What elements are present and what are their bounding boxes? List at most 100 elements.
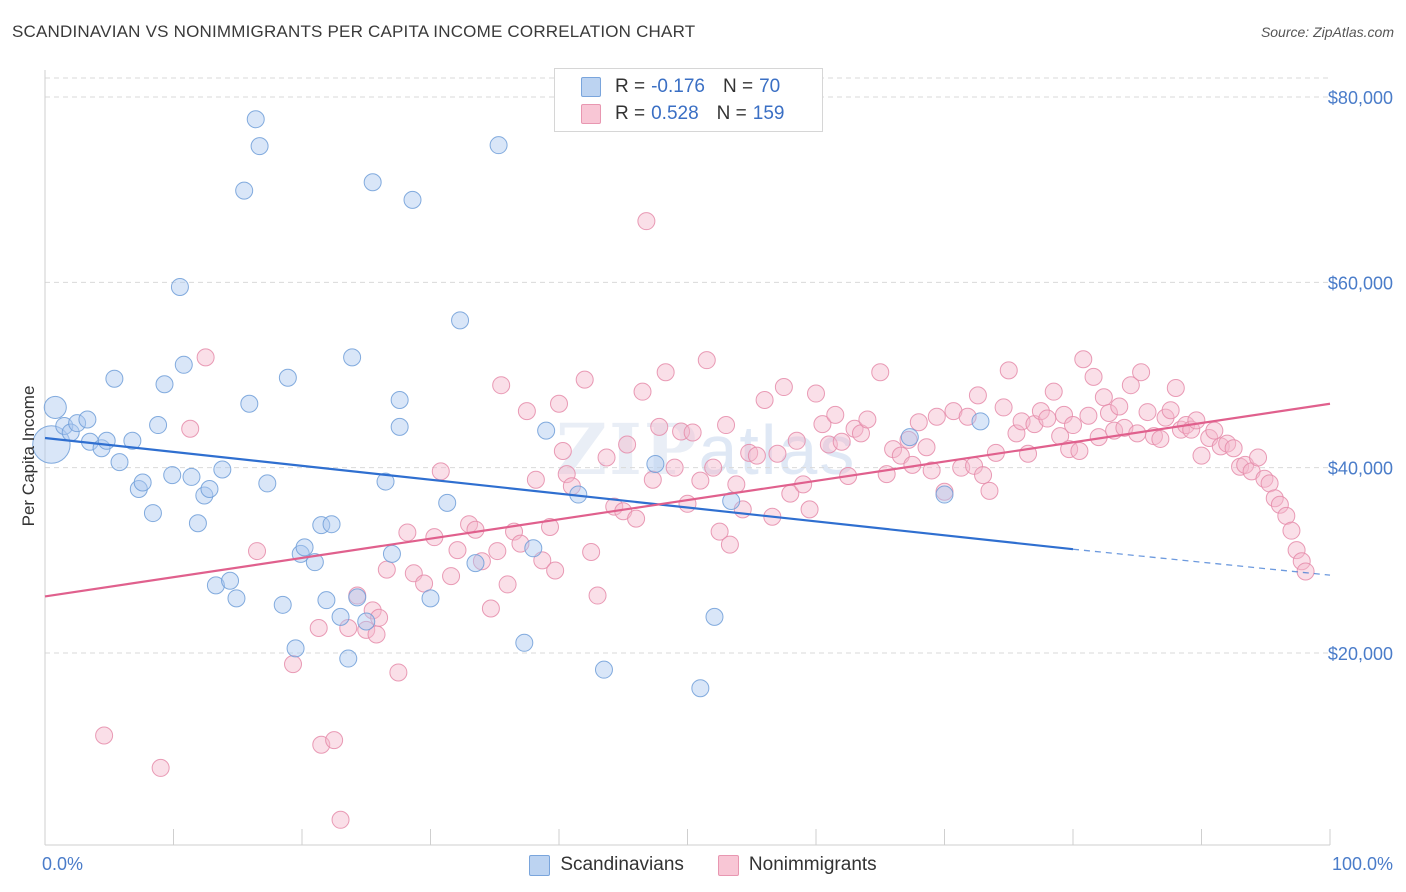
series-legend-nonimmigrants[interactable]: Nonimmigrants (717, 854, 877, 876)
nonimmigrant-point (922, 461, 941, 480)
nonimmigrant-point (787, 431, 806, 450)
nonimmigrant-point (331, 810, 350, 829)
nonimmigrant-point (588, 586, 607, 605)
scandinavian-point (32, 425, 71, 464)
nonimmigrant-point (1055, 405, 1074, 424)
legend-n-value: 159 (752, 103, 785, 124)
nonimmigrant-point (1138, 403, 1157, 422)
nonimmigrant-point (727, 475, 746, 494)
nonimmigrant-point (974, 466, 993, 485)
nonimmigrant-point (1287, 541, 1306, 560)
nonimmigrant-point (1296, 562, 1315, 581)
scandinavian-point (182, 467, 201, 486)
scandinavian-point (376, 472, 395, 491)
nonimmigrant-point (917, 438, 936, 457)
scandinavian-point (78, 410, 97, 429)
nonimmigrant-point (1007, 424, 1026, 443)
scandinavian-point (691, 679, 710, 698)
y-tick-label: $80,000 (1328, 88, 1393, 108)
nonimmigrant-point (1094, 388, 1113, 407)
scandinavian-point (466, 554, 485, 573)
series-label-scandinavians: Scandinavians (560, 854, 684, 875)
nonimmigrant-point (448, 541, 467, 560)
nonimmigrant-point (398, 523, 417, 542)
nonimmigrant-point (826, 405, 845, 424)
scandinavian-point (357, 612, 376, 631)
scandinavian-point (305, 553, 324, 572)
scandinavian-point (200, 479, 219, 498)
nonimmigrant-point (309, 618, 328, 637)
nonimmigrant-point (1205, 421, 1224, 440)
trend-layer (44, 402, 1331, 598)
nonimmigrant-point (768, 444, 787, 463)
nonimmigrant-point (691, 471, 710, 490)
nonimmigrant-point (1151, 429, 1170, 448)
scandinavian-point (900, 428, 919, 447)
nonimmigrant-point (618, 435, 637, 454)
scandinavian-point (339, 649, 358, 668)
nonimmigrant-point (1121, 376, 1140, 395)
nonimmigrant-point (550, 394, 568, 413)
legend-swatch-nonimmigrants (581, 104, 601, 124)
series-legend-scandinavians[interactable]: Scandinavians (529, 854, 684, 876)
series-legend: Scandinavians Nonimmigrants (0, 851, 1406, 879)
nonimmigrant-point (597, 448, 616, 467)
nonimmigrant-point (95, 726, 114, 745)
scandinavian-point (451, 311, 470, 330)
scandinavian-point (317, 591, 336, 610)
nonimmigrant-point (1079, 406, 1098, 425)
nonimmigrant-point (1187, 411, 1206, 430)
nonimmigrant-point (858, 410, 877, 429)
nonimmigrant-point (582, 542, 601, 561)
nonimmigrant-point (488, 542, 507, 561)
scandinavian-point (489, 136, 508, 155)
scandinavian-point (155, 375, 174, 394)
scandinavian-point (170, 277, 189, 296)
nonimmigrant-point (643, 470, 662, 489)
y-tick-label: $60,000 (1328, 273, 1393, 293)
nonimmigrant-point (196, 348, 215, 367)
series-swatch-scandinavians (529, 854, 551, 876)
nonimmigrant-point (1070, 441, 1089, 460)
nonimmigrant-point (994, 398, 1013, 417)
nonimmigrant-point (325, 731, 344, 750)
scandinavian-point (110, 453, 129, 472)
correlation-legend: R = -0.176 N = 70 R = 0.528 N = 159 (554, 68, 823, 132)
legend-n-label: N = (722, 76, 754, 97)
nonimmigrant-point (755, 391, 774, 410)
nonimmigrant-point (774, 378, 793, 397)
nonimmigrant-point (546, 561, 565, 580)
nonimmigrant-point (1166, 378, 1185, 397)
nonimmigrant-point (248, 542, 267, 561)
scandinavian-point (273, 595, 292, 614)
nonimmigrant-point (927, 407, 946, 426)
y-axis-title: Per Capita Income (19, 386, 38, 527)
scandinavian-point (235, 181, 254, 200)
nonimmigrant-point (1074, 350, 1093, 369)
nonimmigrant-point (1110, 397, 1129, 416)
axis-layer (44, 70, 1331, 846)
scandinavian-point (221, 571, 240, 590)
scandinavian-point (594, 660, 613, 679)
scandinavian-point (240, 394, 259, 413)
scandinavian-point (421, 589, 440, 608)
nonimmigrant-point (1218, 434, 1237, 453)
nonimmigrant-point (389, 663, 408, 682)
nonimmigrant-point (747, 446, 766, 465)
scandinavian-point (935, 485, 954, 504)
scandinavian-point (705, 607, 724, 626)
nonimmigrant-point (1044, 382, 1063, 401)
nonimmigrant-point (1132, 363, 1151, 382)
nonimmigrant-point (481, 599, 500, 618)
scandinavian-point (227, 589, 246, 608)
nonimmigrant-point (678, 494, 697, 513)
nonimmigrant-point (575, 370, 594, 389)
scandinavian-point (390, 417, 409, 436)
scandinavian-point (246, 110, 265, 129)
nonimmigrant-point (284, 655, 303, 674)
scandinavian-point (206, 576, 225, 595)
nonimmigrant-point (498, 575, 517, 594)
nonimmigrant-point (813, 415, 832, 434)
nonimmigrant-point (1292, 552, 1311, 571)
scandinavian-point (133, 473, 152, 492)
